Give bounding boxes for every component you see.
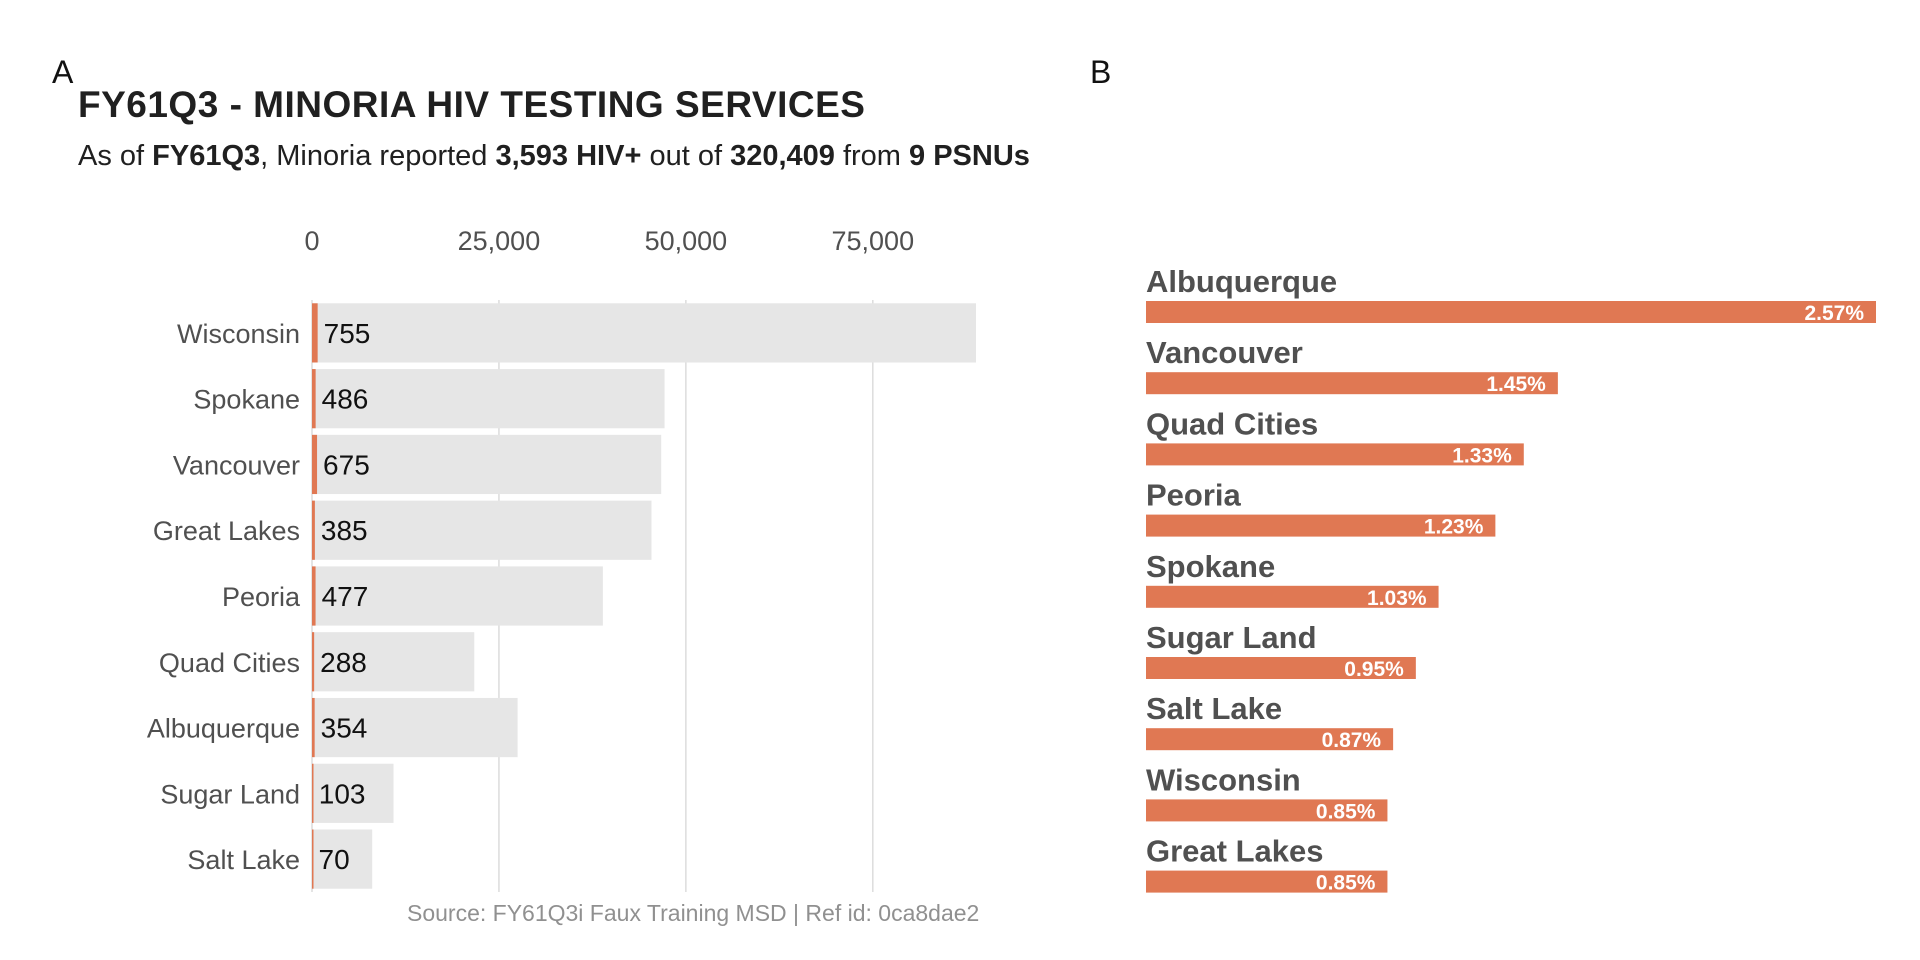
data-label-b-7: 0.85%	[1316, 800, 1376, 823]
category-label-b-5: Sugar Land	[1146, 620, 1317, 655]
x-tick-label-a-1: 25,000	[458, 226, 541, 256]
x-tick-label-a-0: 0	[304, 226, 319, 256]
data-label-a-8: 70	[319, 844, 350, 875]
category-label-b-8: Great Lakes	[1146, 834, 1324, 869]
subtitle-part-2: , Minoria reported	[260, 140, 496, 172]
panel-label-a: A	[52, 54, 74, 90]
bar-positivity-6	[1146, 728, 1394, 751]
data-label-a-3: 385	[321, 515, 368, 546]
bar-total-2	[312, 434, 662, 495]
bar-total-6	[312, 697, 518, 758]
bar-positive-0	[312, 303, 318, 363]
category-label-b-2: Quad Cities	[1146, 406, 1318, 441]
category-label-a-2: Vancouver	[173, 450, 300, 480]
bar-positive-4	[312, 566, 316, 626]
subtitle-part-4: out of	[641, 140, 731, 172]
subtitle-part-0: As of	[78, 140, 153, 172]
subtitle-part-5: 320,409	[730, 140, 835, 172]
data-label-b-6: 0.87%	[1322, 729, 1382, 752]
source-caption: Source: FY61Q3i Faux Training MSD | Ref …	[407, 900, 980, 926]
data-label-b-3: 1.23%	[1424, 516, 1484, 539]
bar-total-1	[312, 369, 665, 429]
bar-positive-7	[312, 763, 314, 823]
bar-total-4	[312, 566, 603, 626]
bar-positivity-0	[1146, 301, 1876, 323]
bar-positivity-1	[1146, 372, 1558, 395]
page-title: FY61Q3 - MINORIA HIV TESTING SERVICES	[78, 84, 866, 125]
category-label-a-5: Quad Cities	[159, 648, 300, 678]
category-label-b-0: Albuquerque	[1146, 264, 1337, 299]
bar-positivity-7	[1146, 799, 1388, 822]
category-label-b-3: Peoria	[1146, 478, 1242, 513]
bar-positive-1	[312, 369, 316, 429]
category-label-a-6: Albuquerque	[147, 714, 300, 744]
data-label-b-4: 1.03%	[1367, 587, 1427, 610]
data-label-b-8: 0.85%	[1316, 872, 1376, 895]
category-label-a-8: Salt Lake	[187, 845, 300, 875]
bar-positivity-2	[1146, 443, 1524, 466]
data-label-a-4: 477	[322, 581, 369, 612]
subtitle-part-6: from	[834, 140, 910, 172]
subtitle-part-7: 9 PSNUs	[909, 140, 1030, 172]
bar-positivity-3	[1146, 514, 1496, 537]
category-label-a-1: Spokane	[193, 385, 300, 415]
data-label-b-5: 0.95%	[1344, 658, 1404, 681]
bar-total-8	[312, 829, 373, 889]
bar-positivity-4	[1146, 585, 1439, 608]
bar-total-5	[312, 632, 475, 692]
bar-total-7	[312, 763, 394, 823]
category-label-b-1: Vancouver	[1146, 335, 1303, 370]
data-label-a-6: 354	[321, 713, 368, 744]
category-label-a-0: Wisconsin	[177, 319, 300, 349]
x-tick-label-a-2: 50,000	[645, 226, 728, 256]
bar-positive-3	[312, 500, 315, 560]
category-label-b-7: Wisconsin	[1146, 762, 1301, 797]
data-label-b-2: 1.33%	[1452, 444, 1512, 467]
x-tick-label-a-3: 75,000	[832, 226, 915, 256]
data-label-a-5: 288	[320, 647, 367, 678]
page-subtitle: As of FY61Q3, Minoria reported 3,593 HIV…	[78, 140, 1030, 173]
panel-label-b: B	[1090, 54, 1112, 90]
bar-total-3	[312, 500, 652, 560]
subtitle-part-3: 3,593 HIV+	[495, 140, 642, 172]
category-label-a-7: Sugar Land	[160, 779, 300, 809]
data-label-a-2: 675	[323, 449, 370, 480]
data-label-b-1: 1.45%	[1486, 373, 1546, 396]
bar-total-0	[312, 303, 976, 363]
category-label-a-3: Great Lakes	[153, 516, 300, 546]
bar-positivity-8	[1146, 870, 1388, 893]
bar-positive-6	[312, 697, 315, 758]
data-label-a-0: 755	[324, 318, 371, 349]
panel-a-testing-volume-chart: 0 25,000 50,000 75,000 Wisconsin 755 Spokane 48…	[147, 226, 976, 892]
bar-positive-2	[312, 434, 318, 495]
bar-positive-5	[312, 632, 315, 692]
data-label-a-7: 103	[319, 778, 366, 809]
subtitle-part-1: FY61Q3	[152, 140, 261, 172]
data-label-b-0: 2.57%	[1804, 302, 1864, 325]
bar-positive-8	[312, 829, 314, 889]
bar-positivity-5	[1146, 657, 1416, 679]
panel-b-positivity-chart: Albuquerque 2.57% Vancouver 1.45% Quad Citie…	[1146, 264, 1876, 895]
category-label-b-4: Spokane	[1146, 549, 1275, 584]
data-label-a-1: 486	[322, 384, 369, 415]
category-label-b-6: Salt Lake	[1146, 691, 1282, 726]
category-label-a-4: Peoria	[222, 582, 301, 612]
